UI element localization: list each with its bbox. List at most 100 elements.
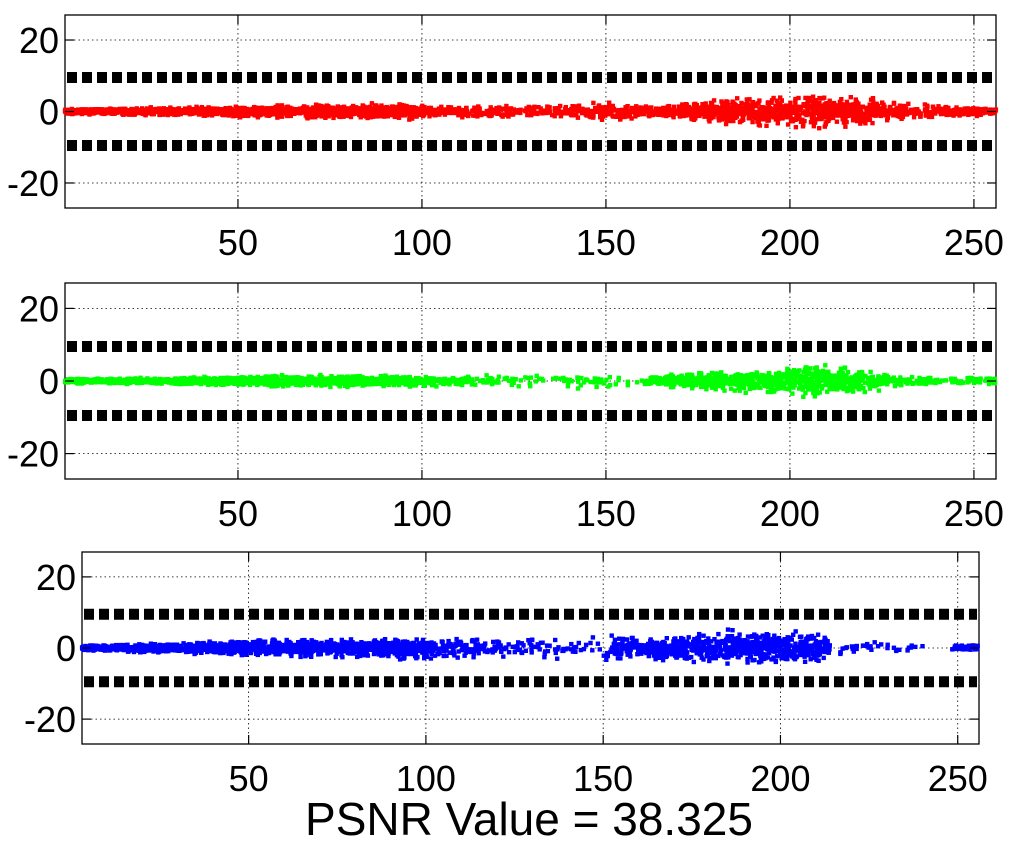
data-point <box>753 103 759 109</box>
data-point <box>588 379 593 385</box>
data-point <box>684 382 689 388</box>
data-point <box>126 110 131 115</box>
data-point <box>415 108 420 114</box>
data-point <box>807 95 812 101</box>
data-point <box>552 114 557 119</box>
data-point <box>598 115 603 120</box>
data-point <box>603 113 608 118</box>
data-point <box>789 110 794 115</box>
data-point <box>719 99 724 104</box>
data-point <box>522 108 528 113</box>
data-point <box>789 374 794 379</box>
data-point <box>170 107 175 112</box>
data-point <box>165 107 170 112</box>
data-point <box>663 111 668 116</box>
data-point <box>516 384 521 389</box>
data-point <box>194 104 199 109</box>
data-point <box>835 374 841 380</box>
data-point <box>573 104 578 109</box>
data-point <box>756 101 761 106</box>
data-point <box>458 107 463 113</box>
data-point <box>755 119 760 124</box>
data-point <box>814 104 819 109</box>
data-point <box>538 106 543 111</box>
data-point <box>525 375 531 381</box>
data-point <box>953 378 959 383</box>
data-point <box>275 111 281 116</box>
data-point <box>574 113 579 118</box>
data-point <box>284 105 289 110</box>
data-point <box>324 379 329 384</box>
data-point <box>327 377 333 382</box>
data-point <box>836 113 841 118</box>
data-point <box>751 385 756 391</box>
data-point <box>823 363 828 368</box>
data-point <box>232 380 237 385</box>
data-point <box>269 374 274 379</box>
data-point <box>600 105 606 110</box>
data-point <box>820 96 825 101</box>
data-point <box>432 113 438 118</box>
data-point <box>876 388 882 393</box>
data-point <box>841 386 846 392</box>
data-point <box>732 110 737 116</box>
data-point <box>791 385 796 390</box>
data-point <box>159 381 164 386</box>
data-point <box>439 104 444 109</box>
data-point <box>811 375 816 380</box>
data-point <box>636 109 641 114</box>
data-point <box>858 384 864 389</box>
data-point <box>704 387 709 392</box>
data-point <box>259 109 264 114</box>
data-point <box>833 385 838 390</box>
data-point <box>818 105 823 110</box>
data-point <box>823 122 828 127</box>
data-point <box>252 104 257 110</box>
data-point <box>784 371 790 376</box>
data-point <box>840 117 845 122</box>
data-point <box>504 103 509 109</box>
data-point <box>705 109 710 114</box>
data-point <box>804 112 809 118</box>
data-point <box>638 110 644 115</box>
data-point <box>237 105 243 111</box>
data-point <box>938 110 943 115</box>
data-point <box>388 108 393 113</box>
data-point <box>506 113 511 119</box>
data-point <box>719 115 724 120</box>
data-point <box>363 107 368 113</box>
data-point <box>552 106 557 111</box>
data-point <box>291 376 296 382</box>
data-point <box>331 111 337 117</box>
data-point <box>414 105 419 111</box>
data-point <box>99 109 104 114</box>
data-point <box>518 378 523 383</box>
data-point <box>487 109 493 115</box>
data-point <box>754 114 759 119</box>
data-point <box>237 115 243 120</box>
data-point <box>672 382 677 387</box>
data-point <box>792 383 797 388</box>
data-point <box>966 112 971 117</box>
data-point <box>804 104 810 109</box>
data-point <box>783 112 788 117</box>
data-point <box>851 107 856 112</box>
data-point <box>350 111 355 117</box>
data-point <box>787 379 793 384</box>
data-point <box>784 108 789 113</box>
data-point <box>801 379 806 384</box>
data-point <box>948 376 954 381</box>
data-point <box>769 100 774 105</box>
data-point <box>898 375 903 380</box>
data-point <box>692 111 697 116</box>
data-point <box>489 113 494 118</box>
data-point <box>679 373 684 378</box>
data-point <box>868 369 873 375</box>
data-point <box>780 380 785 386</box>
data-point <box>817 103 822 108</box>
data-point <box>277 104 283 109</box>
data-point <box>321 108 326 114</box>
data-point <box>765 110 770 115</box>
data-point <box>771 107 776 112</box>
data-point <box>703 101 708 106</box>
